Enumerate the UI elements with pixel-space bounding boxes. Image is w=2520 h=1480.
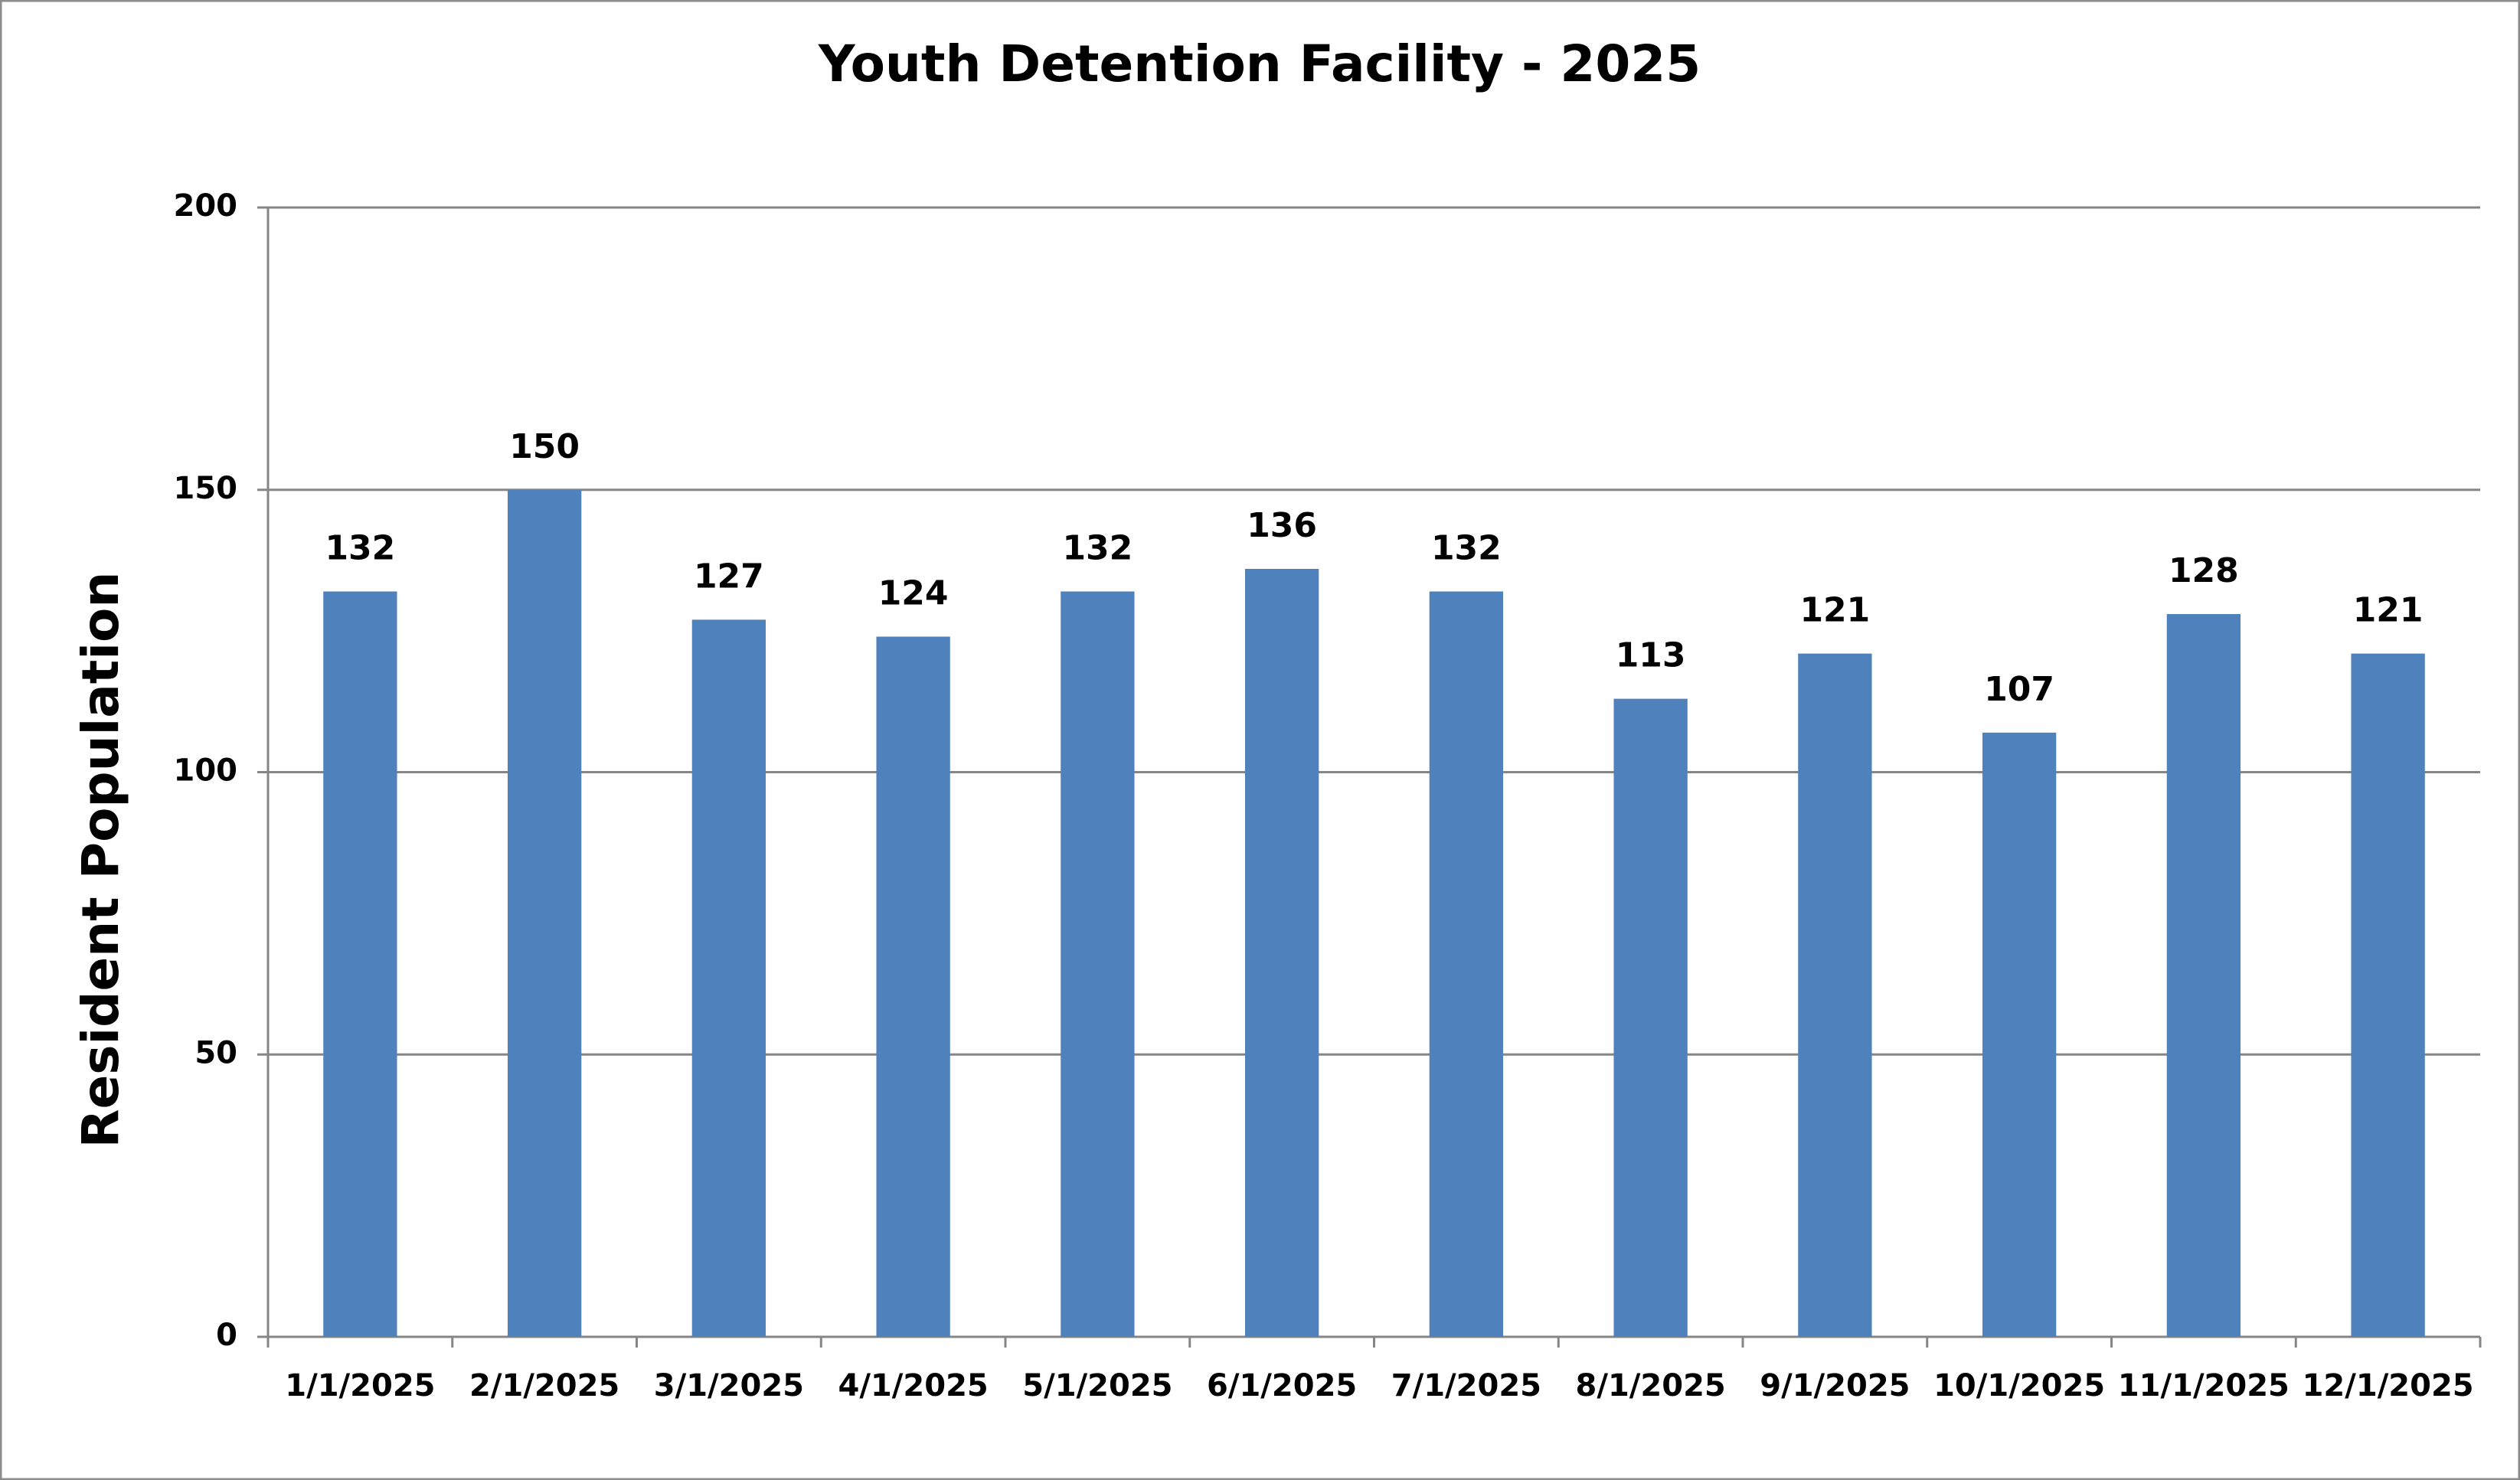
value-label: 132 [325,529,395,568]
bar [507,489,582,1337]
bar [1429,591,1504,1337]
bar [1244,569,1319,1337]
y-tick-label: 150 [174,471,238,506]
y-tick-label: 50 [194,1035,237,1070]
bar [1613,698,1688,1337]
value-label: 121 [2353,591,2424,630]
value-label: 132 [1431,529,1502,568]
y-axis-title: Resident Population [71,572,130,1148]
bar [1061,591,1135,1337]
chart-title: Youth Detention Facility - 2025 [818,34,1701,93]
value-label: 150 [509,427,580,466]
x-tick-label: 6/1/2025 [1207,1368,1357,1403]
x-tick-label: 3/1/2025 [654,1368,804,1403]
x-tick-label: 10/1/2025 [1933,1368,2105,1403]
y-tick-label: 200 [174,188,238,224]
x-tick-label: 11/1/2025 [2118,1368,2290,1403]
x-tick-label: 2/1/2025 [469,1368,619,1403]
y-tick-label: 0 [216,1318,237,1353]
value-label: 107 [1984,670,2054,709]
bar [2351,653,2425,1337]
value-label: 132 [1062,529,1133,568]
value-label: 124 [878,574,949,613]
value-label: 128 [2169,551,2239,590]
value-label: 113 [1616,636,1686,675]
bar [323,591,397,1337]
x-tick-label: 1/1/2025 [285,1368,435,1403]
bar [691,619,766,1337]
x-tick-label: 4/1/2025 [838,1368,989,1403]
y-tick-label: 100 [174,753,238,789]
bar [1982,732,2057,1337]
x-tick-label: 9/1/2025 [1760,1368,1910,1403]
bar [1798,653,1872,1337]
x-tick-label: 12/1/2025 [2303,1368,2474,1403]
x-tick-label: 5/1/2025 [1022,1368,1172,1403]
x-tick-label: 8/1/2025 [1576,1368,1726,1403]
bar [876,636,950,1337]
bar [2166,614,2241,1337]
value-label: 121 [1799,591,1870,630]
x-tick-label: 7/1/2025 [1391,1368,1541,1403]
value-label: 136 [1247,506,1317,545]
value-label: 127 [694,557,764,596]
